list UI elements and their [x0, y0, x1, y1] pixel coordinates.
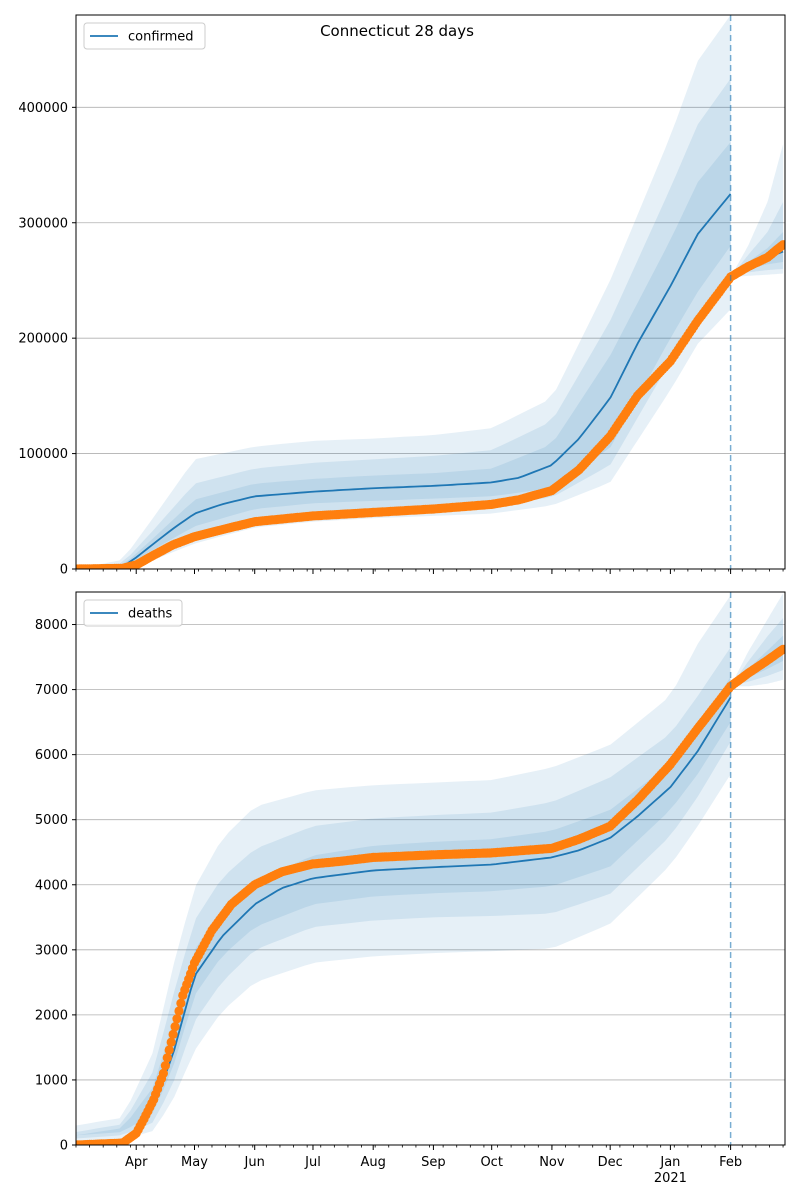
median-line: [76, 193, 732, 569]
confirmed-panel: 0 100000 200000 300000 400000 Connecticut 28 …: [18, 14, 786, 578]
x-tick-label: Jan: [659, 1155, 680, 1170]
observed-points: [76, 644, 785, 1145]
x-tick-label: Aug: [361, 1155, 386, 1170]
chart-title: Connecticut 28 days: [320, 22, 474, 40]
band-mid: [730, 618, 784, 687]
legend-box: [83, 599, 183, 627]
observed-point: [164, 1045, 174, 1055]
observed-point: [162, 1053, 172, 1063]
y-tick-label: 5000: [35, 813, 68, 828]
observed-point: [778, 644, 785, 654]
median-line: [76, 696, 732, 1145]
y-tick-label: 7000: [35, 683, 68, 698]
x-tick-label: Feb: [719, 1155, 742, 1170]
y-tick-label: 2000: [35, 1008, 68, 1023]
x-tick-label: Jul: [304, 1155, 321, 1170]
y-tick-label: 200000: [18, 332, 68, 347]
deaths-panel: 0 1000 2000 3000 4000 5000 6000 7000 8000 Apr May J…: [35, 591, 786, 1186]
observed-point: [174, 1006, 184, 1016]
y-tick-label: 4000: [35, 878, 68, 893]
x-year-label: 2021: [654, 1171, 687, 1186]
band-mid: [76, 78, 731, 569]
y-tick-label: 3000: [35, 943, 68, 958]
x-tick-label: Oct: [480, 1155, 502, 1170]
y-tick-label: 8000: [35, 618, 68, 633]
band-mid: [76, 647, 731, 1139]
legend-label: confirmed: [128, 30, 194, 45]
y-tick-label: 300000: [18, 216, 68, 231]
observed-point: [166, 1037, 176, 1047]
x-tick-label: Sep: [421, 1155, 446, 1170]
observed-point: [176, 998, 186, 1008]
axes-frame: [75, 14, 786, 570]
y-tick-label: 400000: [18, 101, 68, 116]
band-outer: [730, 144, 784, 277]
x-tick-label: Apr: [125, 1155, 148, 1170]
y-tick-label: 0: [60, 1139, 68, 1154]
axes-frame: [75, 591, 786, 1146]
y-tick-label: 100000: [18, 447, 68, 462]
x-tick-label: Nov: [539, 1155, 565, 1170]
x-tick-label: May: [181, 1155, 208, 1170]
y-tick-label: 6000: [35, 748, 68, 763]
observed-point: [168, 1029, 178, 1039]
x-tick-label: Jun: [244, 1155, 265, 1170]
band-outer: [76, 15, 731, 569]
legend: deaths: [83, 599, 183, 627]
y-tick-label: 0: [60, 563, 68, 578]
observed-points: [76, 240, 785, 569]
observed-point: [170, 1022, 180, 1032]
x-tick-label: Dec: [598, 1155, 623, 1170]
observed-point: [160, 1061, 170, 1071]
observed-point: [778, 240, 785, 250]
legend: confirmed: [83, 22, 206, 50]
legend-box: [83, 22, 206, 50]
plot-area: [76, 593, 785, 1145]
observed-point: [158, 1068, 168, 1078]
y-tick-label: 1000: [35, 1073, 68, 1088]
plot-area: [76, 15, 785, 569]
band-inner: [76, 142, 731, 569]
observed-point: [172, 1014, 182, 1024]
legend-label: deaths: [128, 607, 173, 622]
